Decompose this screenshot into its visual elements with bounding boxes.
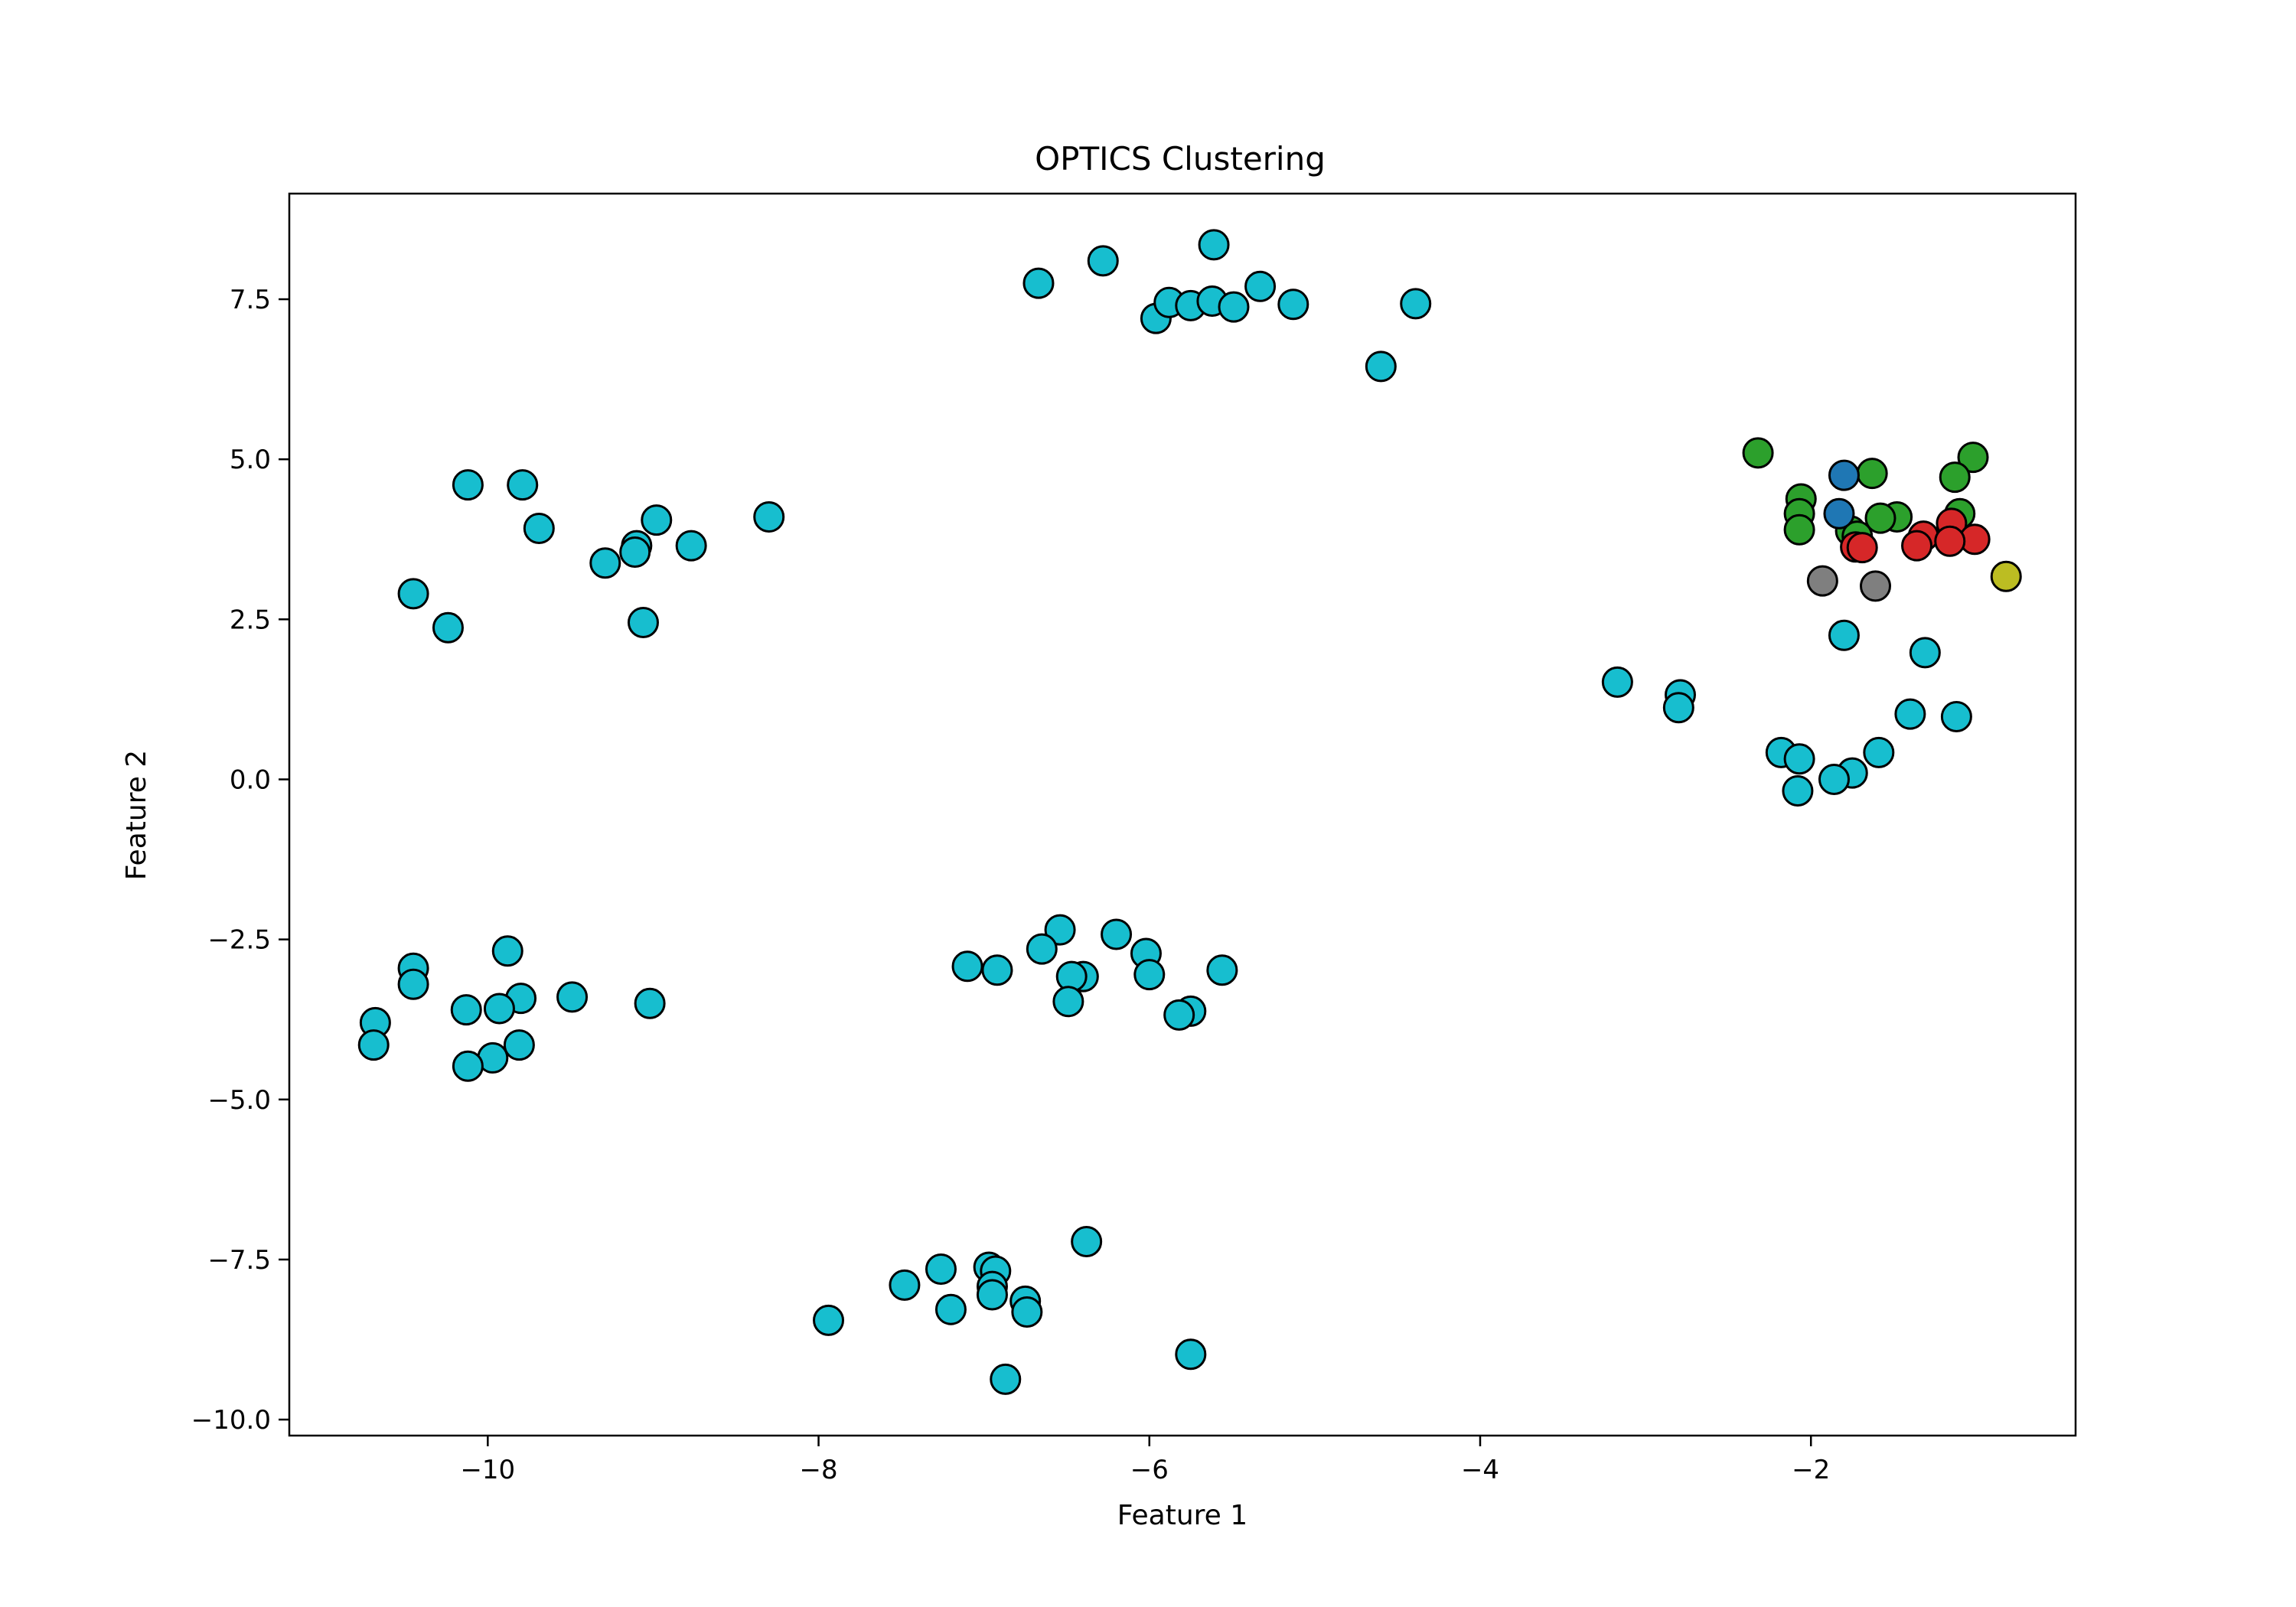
data-point — [934, 1293, 967, 1325]
x-tick-label: −4 — [1461, 1455, 1499, 1485]
data-point — [452, 469, 484, 501]
y-tick-label: −7.5 — [207, 1245, 271, 1276]
data-point — [1662, 692, 1694, 724]
x-axis-ticks: −10 −8 −6 −4 −2 — [460, 1436, 1830, 1485]
data-point — [1828, 619, 1860, 651]
data-point — [1071, 1226, 1103, 1258]
data-point — [397, 968, 429, 1000]
data-point — [925, 1253, 957, 1285]
y-tick-label: 0.0 — [230, 764, 271, 795]
data-point — [981, 954, 1013, 986]
data-point — [450, 994, 482, 1026]
data-point — [1163, 999, 1195, 1031]
data-point — [397, 578, 429, 610]
data-point — [1022, 267, 1055, 299]
data-point — [1818, 763, 1850, 795]
data-point — [1026, 933, 1058, 965]
data-point — [1277, 288, 1309, 321]
data-point — [1863, 736, 1895, 768]
data-point — [1939, 461, 1971, 494]
data-point — [503, 1029, 535, 1061]
y-tick-label: −10.0 — [191, 1405, 271, 1436]
data-point — [1860, 570, 1892, 602]
data-point — [634, 987, 666, 1019]
data-point — [1934, 525, 1966, 557]
y-axis-ticks: 7.5 5.0 2.5 0.0 −2.5 −5.0 −7.5 −10.0 — [191, 285, 289, 1436]
x-tick-label: −6 — [1130, 1455, 1169, 1485]
data-point — [619, 536, 651, 568]
data-point — [1087, 245, 1119, 277]
data-point — [1400, 288, 1432, 320]
data-point — [1957, 442, 1989, 474]
y-axis-label: Feature 2 — [121, 750, 152, 880]
data-point — [675, 530, 707, 562]
data-point — [507, 469, 539, 501]
data-point — [1846, 532, 1878, 564]
data-point — [889, 1269, 921, 1301]
data-point — [483, 993, 515, 1025]
data-point — [1940, 701, 1972, 733]
y-tick-label: −5.0 — [207, 1085, 271, 1116]
data-point — [1828, 459, 1860, 491]
data-point — [432, 611, 464, 644]
data-point — [641, 504, 673, 536]
data-point — [1806, 565, 1838, 597]
plot-frame — [288, 192, 2077, 1437]
y-tick-label: 5.0 — [230, 445, 271, 475]
y-tick-label: 2.5 — [230, 605, 271, 635]
x-tick-label: −10 — [460, 1455, 515, 1485]
data-point — [1601, 666, 1633, 698]
data-point — [1782, 775, 1814, 807]
chart-title: OPTICS Clustering — [1035, 140, 1326, 178]
data-point — [1909, 637, 1941, 669]
data-point — [1990, 560, 2022, 592]
data-point — [1742, 437, 1774, 469]
data-point — [1175, 1338, 1207, 1371]
data-point — [1011, 1296, 1043, 1328]
data-point — [357, 1029, 390, 1061]
data-point — [452, 1050, 484, 1082]
data-point — [1901, 530, 1933, 562]
data-point — [491, 935, 523, 967]
data-point — [1894, 698, 1926, 730]
data-point — [523, 513, 555, 545]
data-point — [1783, 513, 1815, 546]
data-point — [990, 1363, 1022, 1395]
x-tick-label: −8 — [799, 1455, 837, 1485]
data-point — [951, 950, 983, 983]
data-point — [1783, 743, 1815, 775]
data-point — [1856, 458, 1888, 490]
data-point — [627, 607, 659, 639]
data-point — [1052, 986, 1084, 1018]
data-point — [1044, 914, 1076, 946]
data-point — [589, 547, 621, 579]
data-point — [1101, 918, 1133, 950]
plot-area — [289, 194, 2076, 1436]
data-point — [1206, 954, 1238, 986]
data-point — [813, 1304, 845, 1336]
x-axis-label: Feature 1 — [1117, 1500, 1247, 1531]
y-tick-label: 7.5 — [230, 285, 271, 315]
data-point — [1198, 229, 1230, 261]
data-point — [753, 500, 785, 533]
data-point — [1133, 959, 1166, 991]
data-point — [1365, 350, 1397, 383]
data-point — [1864, 502, 1896, 534]
data-point — [1218, 291, 1250, 323]
x-tick-label: −2 — [1792, 1455, 1830, 1485]
data-points — [357, 229, 2022, 1395]
data-point — [556, 981, 589, 1013]
data-point — [976, 1279, 1008, 1311]
y-tick-label: −2.5 — [207, 925, 271, 956]
data-point — [1244, 270, 1277, 302]
data-point — [1823, 497, 1855, 530]
